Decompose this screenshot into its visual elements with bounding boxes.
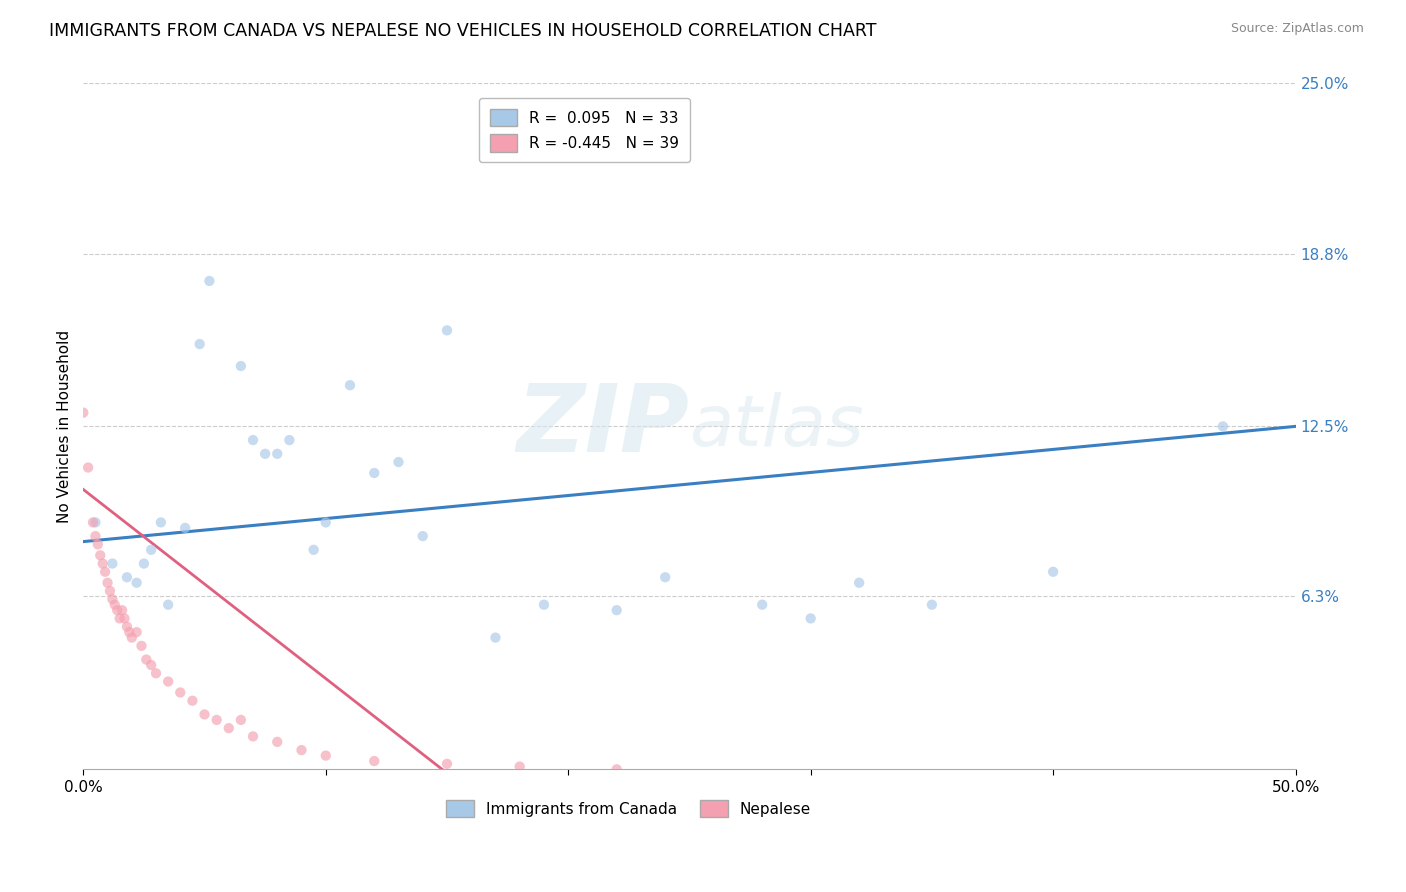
Point: [198, 274, 221, 288]
Point: [278, 433, 301, 447]
Point: [132, 557, 155, 571]
Point: [169, 685, 191, 699]
Point: [157, 674, 180, 689]
Point: [105, 603, 128, 617]
Point: [104, 598, 127, 612]
Point: [181, 694, 204, 708]
Point: [174, 521, 197, 535]
Y-axis label: No Vehicles in Household: No Vehicles in Household: [58, 330, 72, 523]
Point: [363, 466, 385, 480]
Point: [118, 625, 141, 640]
Point: [315, 748, 337, 763]
Point: [266, 735, 288, 749]
Point: [1042, 565, 1064, 579]
Point: [533, 598, 555, 612]
Point: [96, 575, 118, 590]
Point: [188, 337, 211, 351]
Point: [141, 542, 163, 557]
Point: [157, 598, 180, 612]
Point: [108, 611, 131, 625]
Point: [412, 529, 434, 543]
Text: ZIP: ZIP: [516, 380, 689, 473]
Point: [509, 759, 531, 773]
Point: [94, 565, 117, 579]
Point: [114, 611, 136, 625]
Point: [135, 652, 157, 666]
Point: [111, 603, 134, 617]
Point: [436, 323, 458, 337]
Point: [72, 406, 94, 420]
Point: [82, 516, 104, 530]
Point: [606, 603, 628, 617]
Point: [339, 378, 361, 392]
Text: IMMIGRANTS FROM CANADA VS NEPALESE NO VEHICLES IN HOUSEHOLD CORRELATION CHART: IMMIGRANTS FROM CANADA VS NEPALESE NO VE…: [49, 22, 877, 40]
Point: [145, 666, 167, 681]
Point: [654, 570, 676, 584]
Point: [229, 359, 252, 373]
Point: [229, 713, 252, 727]
Point: [84, 516, 107, 530]
Point: [484, 631, 506, 645]
Point: [315, 516, 337, 530]
Point: [606, 762, 628, 776]
Point: [751, 598, 773, 612]
Point: [89, 549, 111, 563]
Point: [98, 584, 121, 599]
Point: [436, 756, 458, 771]
Point: [87, 537, 110, 551]
Point: [125, 625, 148, 640]
Point: [141, 658, 163, 673]
Point: [101, 557, 124, 571]
Point: [115, 570, 138, 584]
Point: [121, 631, 143, 645]
Point: [302, 542, 325, 557]
Point: [91, 557, 114, 571]
Point: [242, 433, 264, 447]
Point: [266, 447, 288, 461]
Text: atlas: atlas: [689, 392, 865, 461]
Point: [193, 707, 215, 722]
Point: [800, 611, 823, 625]
Point: [149, 516, 172, 530]
Point: [363, 754, 385, 768]
Point: [254, 447, 277, 461]
Point: [242, 730, 264, 744]
Point: [101, 592, 124, 607]
Point: [115, 620, 138, 634]
Point: [125, 575, 148, 590]
Text: Source: ZipAtlas.com: Source: ZipAtlas.com: [1230, 22, 1364, 36]
Point: [848, 575, 870, 590]
Point: [205, 713, 228, 727]
Point: [387, 455, 409, 469]
Point: [1212, 419, 1234, 434]
Point: [290, 743, 312, 757]
Point: [84, 529, 107, 543]
Legend: Immigrants from Canada, Nepalese: Immigrants from Canada, Nepalese: [440, 794, 817, 823]
Point: [131, 639, 153, 653]
Point: [218, 721, 240, 735]
Point: [77, 460, 100, 475]
Point: [921, 598, 943, 612]
